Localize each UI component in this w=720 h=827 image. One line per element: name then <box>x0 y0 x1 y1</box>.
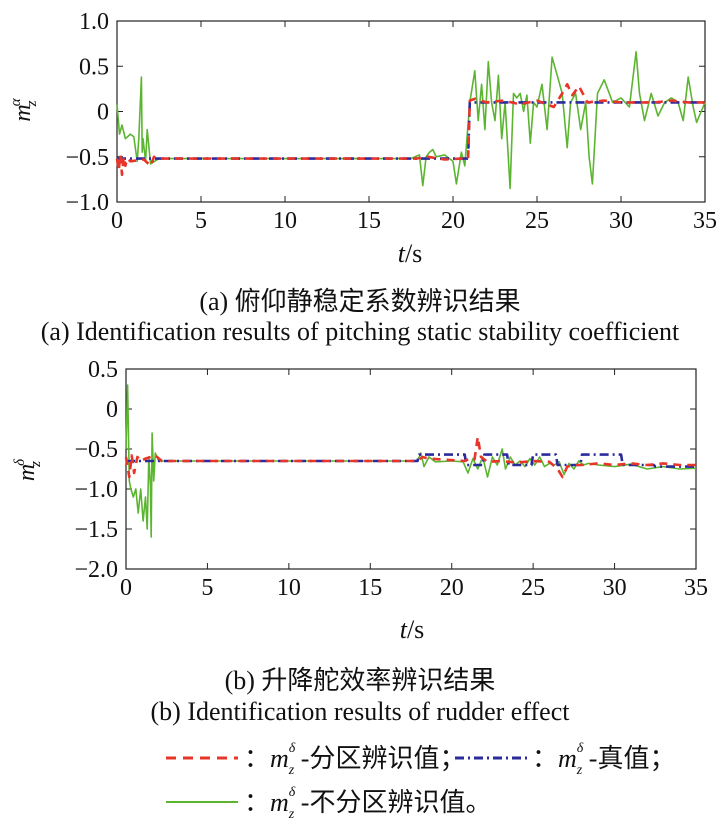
chart-b-axes: 0 5 10 15 20 25 30 35 −2.0 −1.5 −1.0 −0.5 0 0.5 <box>74 357 708 601</box>
y-tick-label: 0.5 <box>88 357 118 383</box>
legend-swatch-true <box>455 756 527 760</box>
x-tick-label: 20 <box>440 575 464 601</box>
y-tick-label: −1.0 <box>74 477 118 503</box>
legend-label-nonpartition: ：m δ z -不分区辨识值。 <box>244 785 492 822</box>
chart-b-series-group <box>124 384 697 538</box>
y-tick-label: 0.5 <box>79 54 109 80</box>
chart-a-x-axis-label: t/s <box>398 239 423 268</box>
chart-b-x-axis-label: t/s <box>400 615 425 644</box>
series-line-partition <box>115 83 705 177</box>
x-tick-label: 35 <box>684 575 708 601</box>
x-tick-label: 15 <box>357 208 381 234</box>
x-tick-label: 30 <box>609 208 633 234</box>
y-tick-label: 1.0 <box>79 9 109 35</box>
x-tick-label: 10 <box>273 208 297 234</box>
chart-a-pitching-static-stability: 0 5 10 15 20 25 30 35 −1.0 −0.5 0 0.5 1.0 mαz t/s <box>8 9 717 268</box>
series-line-true <box>126 453 696 468</box>
chart-a-axes: 0 5 10 15 20 25 30 35 −1.0 −0.5 0 0.5 1.0 <box>65 9 717 234</box>
y-tick-label: −0.5 <box>74 437 118 463</box>
chart-b-plot-area <box>125 368 697 570</box>
x-tick-label: 20 <box>441 208 465 234</box>
x-tick-label: 15 <box>358 575 382 601</box>
chart-a-caption-cn: (a) 俯仰静稳定系数辨识结果 <box>199 287 521 316</box>
x-tick-label: 25 <box>525 208 549 234</box>
chart-b-y-axis-label: mδz <box>12 458 44 481</box>
y-tick-label: −1.5 <box>74 517 118 543</box>
x-tick-label: 5 <box>195 208 207 234</box>
legend-label-partition: ：m δ z -分区辨识值； <box>244 741 466 778</box>
x-tick-label: 25 <box>521 575 545 601</box>
legend-swatch-nonpartition <box>166 801 238 803</box>
series-line-nonpartition <box>125 384 697 538</box>
chart-a-y-axis-label: mαz <box>8 97 40 121</box>
chart-b-caption-cn: (b) 升降舵效率辨识结果 <box>224 666 496 695</box>
x-tick-label: 35 <box>693 208 717 234</box>
legend-swatch-partition <box>166 756 238 760</box>
chart-a-caption-en: (a) Identification results of pitching s… <box>40 317 680 346</box>
y-tick-label: −2.0 <box>74 557 118 583</box>
y-tick-label: −0.5 <box>65 145 109 171</box>
x-tick-label: 0 <box>120 575 132 601</box>
x-tick-label: 10 <box>277 575 301 601</box>
chart-b-rudder-effect: 0 5 10 15 20 25 30 35 −2.0 −1.5 −1.0 −0.5 0 0.5 mδz t… <box>12 357 708 644</box>
legend-label-true: ：m δ z -真值； <box>532 741 676 778</box>
series-line-partition <box>124 435 696 479</box>
x-tick-label: 5 <box>201 575 213 601</box>
svg-text:mαz: mαz <box>8 97 40 121</box>
x-tick-label: 30 <box>603 575 627 601</box>
x-tick-label: 0 <box>111 208 123 234</box>
svg-text:mδz: mδz <box>12 458 44 481</box>
chart-b-caption-en: (b) Identification results of rudder eff… <box>150 697 570 726</box>
y-tick-label: 0 <box>97 100 109 126</box>
chart-a-plot-area <box>116 20 706 203</box>
y-tick-label: −1.0 <box>65 190 109 216</box>
chart-a-series-group <box>115 50 706 190</box>
y-tick-label: 0 <box>106 397 118 423</box>
